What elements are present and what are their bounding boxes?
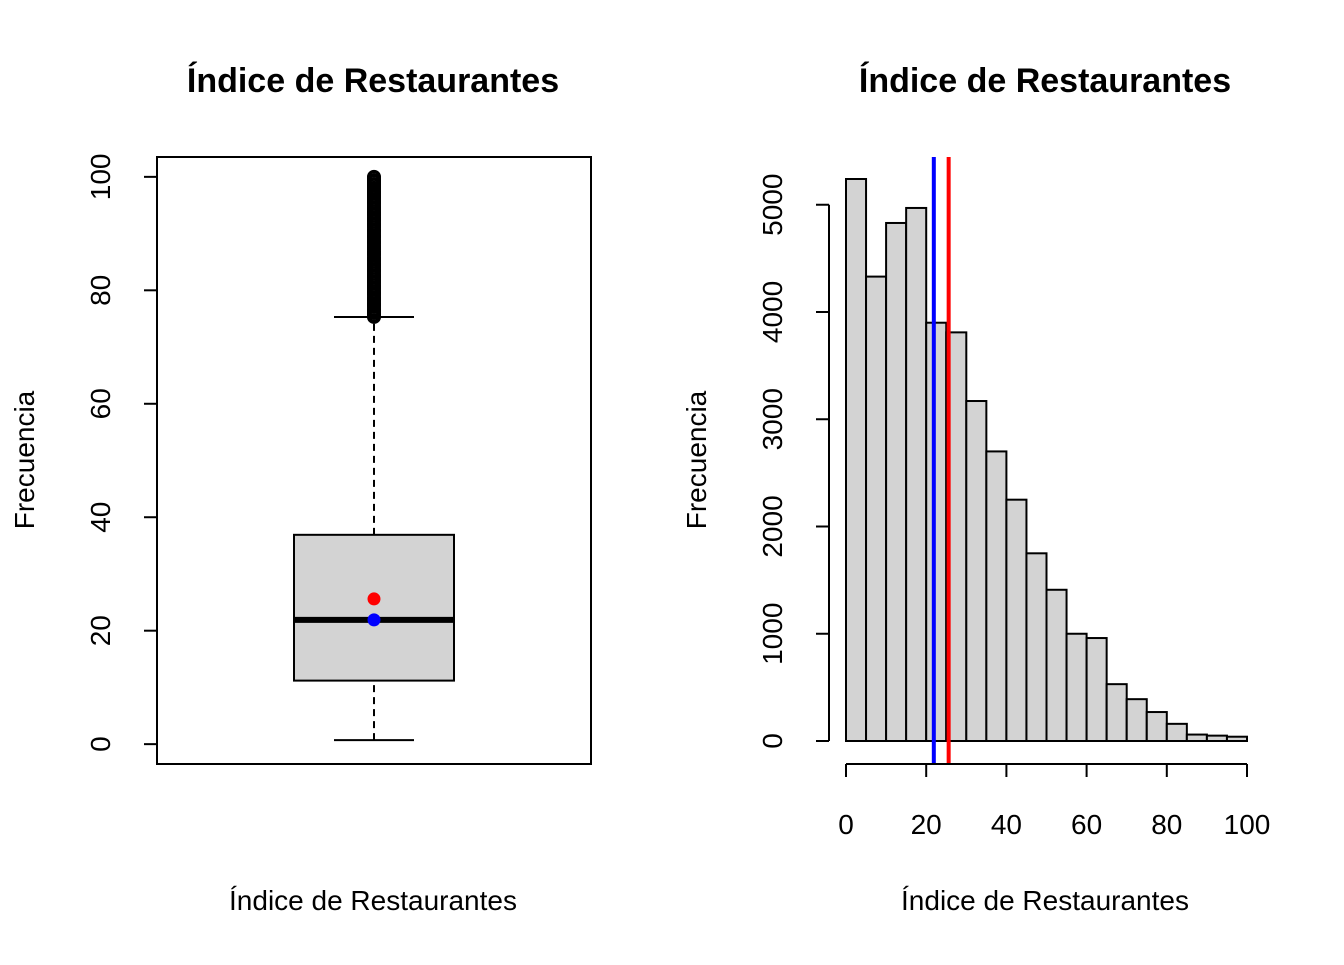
histogram-bar — [1205, 734, 1228, 742]
boxplot-panel: Índice de Restaurantes Índice de Restaur… — [9, 62, 592, 916]
boxplot-title: Índice de Restaurantes — [187, 62, 559, 100]
histogram-bar — [1225, 735, 1248, 742]
histogram-vertical-lines — [931, 157, 951, 764]
histogram-bar — [925, 321, 948, 742]
boxplot-y-tick-label: 40 — [85, 502, 116, 533]
boxplot-y-axis: 0 20 40 60 80 100 — [85, 153, 158, 752]
histogram-y-tick-label: 1000 — [757, 603, 788, 665]
boxplot-outlier-point — [367, 177, 381, 192]
histogram-y-axis-label: Frecuencia — [681, 390, 712, 529]
histogram-y-axis: 0 1000 2000 3000 4000 5000 — [757, 174, 830, 749]
histogram-x-tick-label: 60 — [1071, 809, 1102, 840]
histogram-bar — [965, 400, 988, 742]
histogram-y-tick-label: 2000 — [757, 495, 788, 557]
histogram-x-axis-label: Índice de Restaurantes — [901, 885, 1189, 916]
histogram-bar — [885, 221, 908, 743]
histogram-bar — [985, 450, 1008, 742]
boxplot-y-tick-label: 20 — [85, 615, 116, 646]
histogram-x-tick-label: 80 — [1151, 809, 1182, 840]
histogram-bar — [1085, 637, 1108, 742]
histogram-y-tick-label: 5000 — [757, 174, 788, 236]
histogram-x-axis: 0 20 40 60 80 100 — [838, 763, 1271, 840]
histogram-x-tick-label: 0 — [838, 809, 854, 840]
histogram-x-tick-label: 20 — [911, 809, 942, 840]
boxplot-y-tick-label: 60 — [85, 388, 116, 419]
histogram-bar — [1065, 632, 1088, 743]
histogram-bar — [1045, 588, 1068, 742]
histogram-bar — [845, 178, 868, 742]
boxplot-box — [293, 533, 455, 682]
histogram-bar — [1185, 733, 1208, 742]
boxplot-y-tick-label: 0 — [85, 736, 116, 752]
histogram-bar — [865, 275, 888, 742]
histogram-y-tick-label: 0 — [757, 733, 788, 749]
histogram-x-tick-label: 40 — [991, 809, 1022, 840]
histogram-bar — [1145, 711, 1168, 743]
histogram-y-tick-label: 3000 — [757, 388, 788, 450]
histogram-bar — [905, 206, 928, 742]
histogram-y-tick-label: 4000 — [757, 281, 788, 343]
histogram-bar — [1165, 722, 1188, 743]
boxplot-marks — [293, 169, 455, 742]
boxplot-outlier-point — [367, 195, 381, 210]
histogram-bar — [1005, 498, 1028, 742]
histogram-panel: Índice de Restaurantes Índice de Restaur… — [681, 62, 1270, 916]
boxplot-mean-point — [367, 592, 381, 606]
histogram-bar — [1125, 698, 1148, 742]
boxplot-y-axis-label: Frecuencia — [9, 390, 40, 529]
boxplot-x-axis-label: Índice de Restaurantes — [229, 885, 517, 916]
histogram-bar — [1105, 683, 1128, 743]
histogram-bar — [1025, 552, 1048, 742]
boxplot-outlier-point — [367, 169, 381, 184]
boxplot-y-tick-label: 100 — [85, 153, 116, 200]
histogram-bars — [845, 178, 1248, 743]
boxplot-outlier-point — [367, 173, 381, 188]
histogram-title: Índice de Restaurantes — [859, 62, 1231, 100]
boxplot-y-tick-label: 80 — [85, 275, 116, 306]
boxplot-median-point — [367, 613, 381, 627]
histogram-x-tick-label: 100 — [1224, 809, 1271, 840]
